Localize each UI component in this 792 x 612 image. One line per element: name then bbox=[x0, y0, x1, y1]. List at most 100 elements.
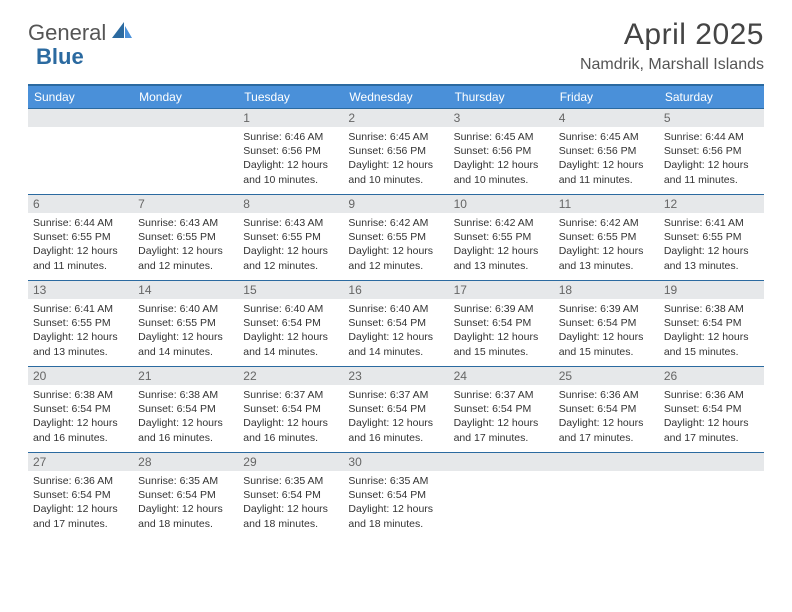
daylight-text: Daylight: 12 hours and 12 minutes. bbox=[348, 244, 443, 272]
day-cell bbox=[133, 109, 238, 195]
daylight-text: Daylight: 12 hours and 17 minutes. bbox=[33, 502, 128, 530]
day-cell: 24Sunrise: 6:37 AMSunset: 6:54 PMDayligh… bbox=[449, 367, 554, 453]
sunset-text: Sunset: 6:55 PM bbox=[243, 230, 338, 244]
day-body: Sunrise: 6:37 AMSunset: 6:54 PMDaylight:… bbox=[449, 385, 554, 449]
day-body: Sunrise: 6:44 AMSunset: 6:55 PMDaylight:… bbox=[28, 213, 133, 277]
sunset-text: Sunset: 6:54 PM bbox=[348, 316, 443, 330]
day-body: Sunrise: 6:45 AMSunset: 6:56 PMDaylight:… bbox=[343, 127, 448, 191]
logo-sail-icon bbox=[110, 20, 134, 46]
day-number: 15 bbox=[238, 281, 343, 299]
col-tuesday: Tuesday bbox=[238, 85, 343, 109]
sunrise-text: Sunrise: 6:38 AM bbox=[138, 388, 233, 402]
day-number: 9 bbox=[343, 195, 448, 213]
day-body: Sunrise: 6:38 AMSunset: 6:54 PMDaylight:… bbox=[659, 299, 764, 363]
day-body bbox=[449, 471, 554, 531]
sunrise-text: Sunrise: 6:35 AM bbox=[243, 474, 338, 488]
daylight-text: Daylight: 12 hours and 17 minutes. bbox=[454, 416, 549, 444]
sunrise-text: Sunrise: 6:36 AM bbox=[664, 388, 759, 402]
day-cell: 13Sunrise: 6:41 AMSunset: 6:55 PMDayligh… bbox=[28, 281, 133, 367]
day-body: Sunrise: 6:39 AMSunset: 6:54 PMDaylight:… bbox=[449, 299, 554, 363]
sunrise-text: Sunrise: 6:37 AM bbox=[454, 388, 549, 402]
daylight-text: Daylight: 12 hours and 16 minutes. bbox=[138, 416, 233, 444]
day-body: Sunrise: 6:37 AMSunset: 6:54 PMDaylight:… bbox=[343, 385, 448, 449]
day-number: 25 bbox=[554, 367, 659, 385]
sunrise-text: Sunrise: 6:44 AM bbox=[664, 130, 759, 144]
day-number: 4 bbox=[554, 109, 659, 127]
daylight-text: Daylight: 12 hours and 17 minutes. bbox=[664, 416, 759, 444]
day-cell: 29Sunrise: 6:35 AMSunset: 6:54 PMDayligh… bbox=[238, 453, 343, 539]
sunset-text: Sunset: 6:56 PM bbox=[559, 144, 654, 158]
sunrise-text: Sunrise: 6:44 AM bbox=[33, 216, 128, 230]
daylight-text: Daylight: 12 hours and 13 minutes. bbox=[33, 330, 128, 358]
day-number: 8 bbox=[238, 195, 343, 213]
day-cell: 17Sunrise: 6:39 AMSunset: 6:54 PMDayligh… bbox=[449, 281, 554, 367]
sunrise-text: Sunrise: 6:40 AM bbox=[138, 302, 233, 316]
daylight-text: Daylight: 12 hours and 11 minutes. bbox=[559, 158, 654, 186]
day-body: Sunrise: 6:43 AMSunset: 6:55 PMDaylight:… bbox=[133, 213, 238, 277]
sunset-text: Sunset: 6:54 PM bbox=[454, 402, 549, 416]
day-number: 20 bbox=[28, 367, 133, 385]
sunrise-text: Sunrise: 6:45 AM bbox=[559, 130, 654, 144]
sunset-text: Sunset: 6:55 PM bbox=[33, 230, 128, 244]
day-body bbox=[659, 471, 764, 531]
sunrise-text: Sunrise: 6:38 AM bbox=[664, 302, 759, 316]
daylight-text: Daylight: 12 hours and 10 minutes. bbox=[348, 158, 443, 186]
logo: General bbox=[28, 18, 134, 46]
daylight-text: Daylight: 12 hours and 11 minutes. bbox=[664, 158, 759, 186]
sunset-text: Sunset: 6:55 PM bbox=[138, 316, 233, 330]
col-monday: Monday bbox=[133, 85, 238, 109]
week-row: 20Sunrise: 6:38 AMSunset: 6:54 PMDayligh… bbox=[28, 367, 764, 453]
sunset-text: Sunset: 6:54 PM bbox=[243, 402, 338, 416]
daylight-text: Daylight: 12 hours and 17 minutes. bbox=[559, 416, 654, 444]
day-cell: 16Sunrise: 6:40 AMSunset: 6:54 PMDayligh… bbox=[343, 281, 448, 367]
col-sunday: Sunday bbox=[28, 85, 133, 109]
day-number: 18 bbox=[554, 281, 659, 299]
day-body bbox=[133, 127, 238, 187]
day-number: 2 bbox=[343, 109, 448, 127]
sunset-text: Sunset: 6:54 PM bbox=[664, 402, 759, 416]
day-number: 28 bbox=[133, 453, 238, 471]
day-number: 6 bbox=[28, 195, 133, 213]
day-cell: 28Sunrise: 6:35 AMSunset: 6:54 PMDayligh… bbox=[133, 453, 238, 539]
day-cell: 14Sunrise: 6:40 AMSunset: 6:55 PMDayligh… bbox=[133, 281, 238, 367]
day-body: Sunrise: 6:39 AMSunset: 6:54 PMDaylight:… bbox=[554, 299, 659, 363]
day-number: 7 bbox=[133, 195, 238, 213]
day-body: Sunrise: 6:45 AMSunset: 6:56 PMDaylight:… bbox=[449, 127, 554, 191]
day-cell: 6Sunrise: 6:44 AMSunset: 6:55 PMDaylight… bbox=[28, 195, 133, 281]
logo-text-2: Blue bbox=[36, 44, 84, 70]
day-cell: 23Sunrise: 6:37 AMSunset: 6:54 PMDayligh… bbox=[343, 367, 448, 453]
day-cell: 4 Sunrise: 6:45 AMSunset: 6:56 PMDaylight… bbox=[554, 109, 659, 195]
daylight-text: Daylight: 12 hours and 16 minutes. bbox=[348, 416, 443, 444]
day-body: Sunrise: 6:36 AMSunset: 6:54 PMDaylight:… bbox=[659, 385, 764, 449]
day-body: Sunrise: 6:40 AMSunset: 6:54 PMDaylight:… bbox=[343, 299, 448, 363]
sunrise-text: Sunrise: 6:45 AM bbox=[454, 130, 549, 144]
day-cell: 10Sunrise: 6:42 AMSunset: 6:55 PMDayligh… bbox=[449, 195, 554, 281]
day-number: 17 bbox=[449, 281, 554, 299]
day-cell: 27Sunrise: 6:36 AMSunset: 6:54 PMDayligh… bbox=[28, 453, 133, 539]
sunset-text: Sunset: 6:55 PM bbox=[138, 230, 233, 244]
daylight-text: Daylight: 12 hours and 13 minutes. bbox=[559, 244, 654, 272]
calendar-table: Sunday Monday Tuesday Wednesday Thursday… bbox=[28, 84, 764, 539]
day-body: Sunrise: 6:43 AMSunset: 6:55 PMDaylight:… bbox=[238, 213, 343, 277]
day-number bbox=[659, 453, 764, 471]
week-row: 6Sunrise: 6:44 AMSunset: 6:55 PMDaylight… bbox=[28, 195, 764, 281]
day-body: Sunrise: 6:46 AMSunset: 6:56 PMDaylight:… bbox=[238, 127, 343, 191]
week-row: 13Sunrise: 6:41 AMSunset: 6:55 PMDayligh… bbox=[28, 281, 764, 367]
daylight-text: Daylight: 12 hours and 10 minutes. bbox=[454, 158, 549, 186]
day-number bbox=[554, 453, 659, 471]
sunset-text: Sunset: 6:54 PM bbox=[138, 488, 233, 502]
sunrise-text: Sunrise: 6:39 AM bbox=[559, 302, 654, 316]
col-saturday: Saturday bbox=[659, 85, 764, 109]
day-body: Sunrise: 6:42 AMSunset: 6:55 PMDaylight:… bbox=[343, 213, 448, 277]
sunrise-text: Sunrise: 6:41 AM bbox=[33, 302, 128, 316]
sunrise-text: Sunrise: 6:43 AM bbox=[138, 216, 233, 230]
day-body bbox=[28, 127, 133, 187]
day-body: Sunrise: 6:40 AMSunset: 6:54 PMDaylight:… bbox=[238, 299, 343, 363]
sunset-text: Sunset: 6:56 PM bbox=[454, 144, 549, 158]
sunset-text: Sunset: 6:54 PM bbox=[243, 316, 338, 330]
day-number: 3 bbox=[449, 109, 554, 127]
day-number: 24 bbox=[449, 367, 554, 385]
day-cell: 8Sunrise: 6:43 AMSunset: 6:55 PMDaylight… bbox=[238, 195, 343, 281]
day-body: Sunrise: 6:40 AMSunset: 6:55 PMDaylight:… bbox=[133, 299, 238, 363]
calendar-page: General April 2025 Namdrik, Marshall Isl… bbox=[0, 0, 792, 539]
